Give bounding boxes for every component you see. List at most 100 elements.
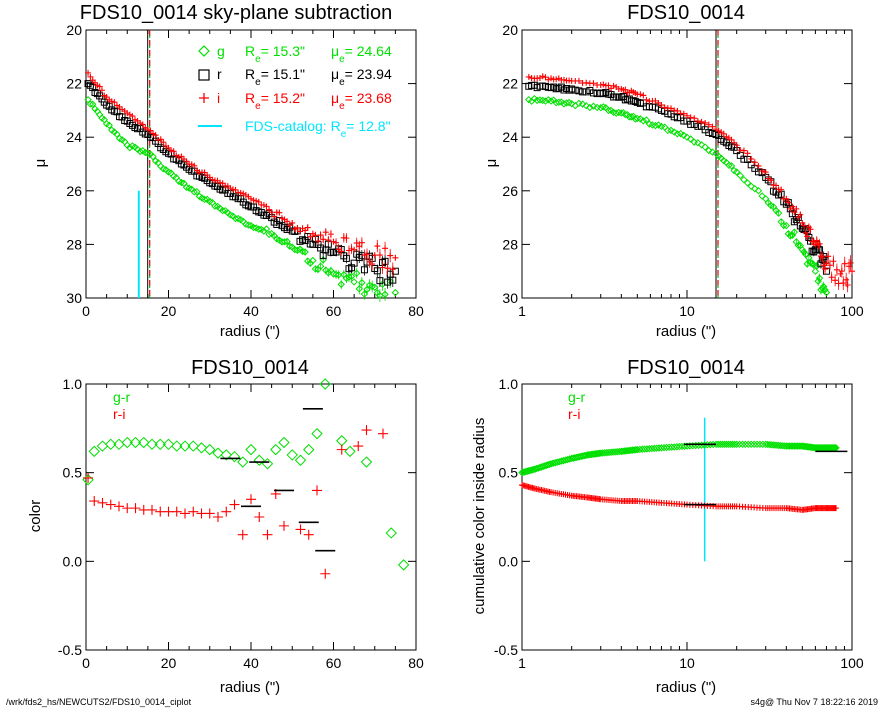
panel-br-point-g-r xyxy=(735,440,744,449)
panel-br-point-g-r xyxy=(787,442,795,450)
panel-tr-point-g xyxy=(541,97,550,105)
panel-br-point-g-r xyxy=(793,442,802,450)
panel-tr-point-i xyxy=(773,182,780,189)
panel-tl-point-i xyxy=(376,252,383,259)
panel-bl-xlabel: radius (") xyxy=(220,679,280,696)
panel-bl-point-r-i xyxy=(180,508,190,519)
panel-tr-point-i xyxy=(539,73,546,80)
panel-tl-point-g xyxy=(345,273,353,281)
legend-i-marker xyxy=(199,93,209,103)
panel-tl-point-i xyxy=(87,73,94,80)
panel-bl-point-r-i xyxy=(97,497,108,508)
panel-bl-point-g-r xyxy=(121,436,133,449)
panel-bl-point-r-i xyxy=(295,524,306,535)
panel-bl-xtick-label: 80 xyxy=(408,655,424,671)
panel-tl-point-g xyxy=(337,280,345,289)
panel-tr-point-g xyxy=(621,110,630,119)
panel-tl-point-i xyxy=(157,136,164,143)
panel-bl-point-g-r xyxy=(319,378,331,390)
panel-tr-point-g xyxy=(631,115,640,123)
legend-r-mu: μe= 23.94 xyxy=(331,66,392,88)
panel-bl-point-g-r xyxy=(278,436,290,449)
panel-tr-point-i xyxy=(545,76,552,83)
panel-tl-point-i xyxy=(131,116,138,123)
panel-tl-point-i xyxy=(217,179,224,186)
panel-tl-ytick-label: 26 xyxy=(66,183,82,199)
panel-tl-point-i xyxy=(371,252,378,259)
panel-br-point-g-r xyxy=(555,457,564,466)
panel-tr-point-i xyxy=(833,266,840,273)
panel-tl-point-g xyxy=(391,288,400,297)
panel-bl-point-g-r xyxy=(129,436,142,449)
panel-bl-point-g-r xyxy=(344,445,356,458)
panel-tl-point-i xyxy=(96,83,103,90)
panel-tl-point-i xyxy=(209,176,216,183)
panel-bl-legend-gr: g-r xyxy=(113,389,130,405)
panel-tl-point-g xyxy=(283,237,291,246)
panel-bl-point-g-r xyxy=(88,445,100,458)
panel-tl-point-i xyxy=(137,120,144,127)
panel-bl-frame xyxy=(85,383,417,651)
panel-tr-point-g xyxy=(811,267,820,275)
panel-bl-point-r-i xyxy=(188,506,199,517)
panel-bl-point-g-r xyxy=(360,456,373,468)
panel-tl-xtick-label: 0 xyxy=(82,303,90,319)
panel-tr-point-g xyxy=(582,101,590,110)
panel-tr-point-r xyxy=(687,120,695,128)
panel-tr-point-i xyxy=(605,82,612,89)
panel-br-frame xyxy=(521,383,853,651)
panel-tr-ytick-label: 30 xyxy=(502,290,518,306)
panel-tr-xtick-label: 1 xyxy=(518,303,526,319)
panel-tl-point-i xyxy=(338,248,345,255)
panel-br-point-g-r xyxy=(790,442,799,450)
panel-tl-point-i xyxy=(330,238,337,245)
panel-br-point-g-r xyxy=(545,460,554,469)
panel-tr-point-g xyxy=(555,98,563,106)
panel-br-point-g-r xyxy=(756,440,764,449)
panel-tl-point-i xyxy=(240,190,247,197)
panel-bl-point-r-i xyxy=(336,444,347,455)
panel-bl-point-r-i xyxy=(378,428,388,439)
panel-tl-point-i xyxy=(304,224,311,231)
panel-tr-point-i xyxy=(838,268,845,275)
panel-tr-ytick-label: 22 xyxy=(502,76,518,92)
panel-tl-point-i xyxy=(98,87,105,94)
panel-tl-point-i xyxy=(327,231,334,238)
panel-tl-xtick-label: 80 xyxy=(408,303,424,319)
panel-tr-point-g xyxy=(642,116,651,124)
panel-tr-point-i xyxy=(849,268,855,275)
panel-tl-point-i xyxy=(382,245,389,252)
panel-tr-point-i xyxy=(844,281,851,288)
panel-bl-point-r-i xyxy=(361,425,372,436)
panel-br-point-g-r xyxy=(726,440,735,449)
panel-br-point-g-r xyxy=(724,440,733,449)
panel-br-point-g-r xyxy=(744,440,752,449)
panel-bl-plot: 0 20 40 60 80 -0.5 0.0 0.5 1.0 xyxy=(58,376,424,671)
panel-br-point-g-r xyxy=(670,443,678,451)
panel-tl-point-i xyxy=(144,126,151,133)
panel-tl-point-g xyxy=(88,100,97,108)
panel-tr-point-g xyxy=(680,131,688,140)
panel-tl-point-i xyxy=(296,228,303,235)
panel-tr-point-i xyxy=(728,136,735,143)
panel-tr-point-g xyxy=(697,141,706,149)
panel-tl-point-i xyxy=(152,132,159,139)
panel-tr-point-i xyxy=(828,274,835,281)
panel-tr-point-i xyxy=(575,77,582,84)
legend-i-label: i xyxy=(217,90,220,106)
panel-tl-point-g xyxy=(352,269,361,277)
panel-tl-point-i xyxy=(248,195,254,202)
panel-tl-series-g xyxy=(84,95,400,302)
panel-tl-point-i xyxy=(168,147,175,154)
panel-tr-point-r xyxy=(751,164,759,172)
panel-bl-point-r-i xyxy=(89,496,100,507)
panel-tr-point-i xyxy=(709,123,716,130)
panel-tr-series-r xyxy=(525,81,830,275)
panel-br-point-g-r xyxy=(551,459,559,467)
panel-bl-point-g-r xyxy=(245,443,257,456)
panel-tl-point-r xyxy=(381,257,389,265)
panel-tl-point-i xyxy=(307,233,314,240)
panel-tl-point-g xyxy=(190,188,198,196)
panel-br-ytick-label: 0.0 xyxy=(499,553,519,569)
